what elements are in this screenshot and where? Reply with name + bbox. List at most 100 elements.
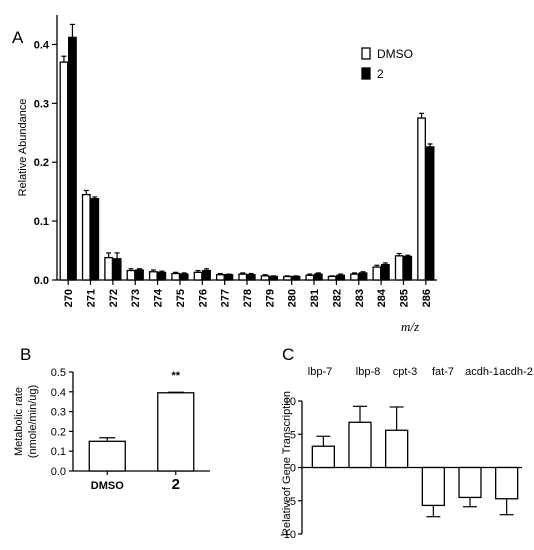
chart-b-x-tick-label: 2 [172,476,180,493]
chart-c-category-label: lbp-7 [308,366,332,378]
chart-a-bar-dmso [215,274,225,281]
chart-a-bar-dmso [283,275,292,281]
chart-a-x-tick-label: 270 [63,289,75,307]
chart-a-bar-dmso [148,271,158,281]
chart-a-x-tick-label: 284 [376,288,388,307]
chart-c-bar [311,445,335,469]
legend-swatch-compound-2 [361,67,371,80]
chart-a-bar-compound-2 [403,255,413,281]
chart-b-y-tick-label: 0.2 [51,426,66,438]
chart-a-bar-compound-2 [68,36,77,281]
chart-c-bar [495,466,519,500]
chart-c-bar [421,466,445,507]
chart-b-significance-marker: ** [171,370,180,382]
chart-a-y-tick-label: 0.4 [34,39,50,51]
chart-a-bar-compound-2 [291,275,301,281]
chart-a-bar-compound-2 [269,275,279,281]
chart-c-category-label: cpt-3 [393,366,417,378]
chart-a-bar-dmso [350,273,359,281]
chart-a-y-tick-label: 0.1 [34,216,49,228]
chart-a-x-tick-label: 275 [175,289,187,307]
chart-a-bar-dmso [260,275,270,281]
chart-c-category-label: fat-7 [432,366,454,378]
chart-a-bar-compound-2 [112,258,122,281]
chart-b-y-tick-label: 0.0 [51,466,66,478]
chart-c: -10 -5 0 5 10 lbp-7 lbp-8 cpt-3 fat-7 acdh-1 acdh-… [280,366,533,541]
chart-a-bar-dmso [81,193,91,281]
chart-a-x-tick-label: 278 [242,289,254,307]
chart-a-bar-compound-2 [246,274,256,281]
chart-a-bar-compound-2 [358,272,368,281]
chart-a-bar-compound-2 [380,264,390,281]
chart-c-category-label: acdh-1 [465,366,499,378]
chart-a-bar-dmso [238,273,248,281]
chart-a-bar-compound-2 [135,269,144,281]
panel-c-letter: C [282,345,294,364]
chart-a-bar-compound-2 [202,269,211,281]
chart-a-bar-compound-2 [425,146,435,281]
chart-a-x-tick-label: 273 [130,289,142,307]
legend-label: 2 [377,67,384,81]
chart-a-x-tick-label: 283 [354,289,366,307]
chart-a-bar-compound-2 [179,273,189,281]
chart-a-x-tick-label: 286 [421,289,433,307]
chart-c-bar [348,421,372,469]
chart-b-x-tick-label: DMSO [91,480,124,492]
chart-a: 0.0 0.1 0.2 0.3 0.4 270 271 272 273 274 275 276 277 2… [17,15,437,334]
chart-b-y-axis-label: Metabolic rate (nmole/min/ug) [13,385,39,458]
panel-a-letter: A [12,28,24,47]
chart-a-bar-dmso [193,271,203,281]
chart-a-bar-compound-2 [224,274,234,281]
chart-c-bar [385,429,409,469]
chart-a-bar-dmso [171,272,181,281]
chart-a-y-axis-label: Relative Abundance [17,99,29,197]
chart-a-bar-compound-2 [90,198,100,281]
chart-a-y-tick-label: 0.3 [34,98,49,110]
chart-c-y-tick-label: 10 [284,396,296,408]
chart-c-y-axis-label: Relativeof Gene Transcription [281,391,293,536]
chart-c-y-tick-label: 0 [290,463,296,475]
chart-a-bar-compound-2 [313,273,323,281]
chart-c-category-label: acdh-2 [499,366,533,378]
chart-c-category-label: lbp-8 [356,366,380,378]
chart-c-bar [458,466,482,499]
chart-a-x-tick-label: 281 [309,289,321,307]
chart-a-x-tick-label: 285 [398,289,410,307]
chart-a-bar-dmso [59,61,69,281]
chart-a-bar-dmso [417,117,426,281]
legend-label: DMSO [377,47,413,61]
chart-b-y-tick-label: 0.5 [51,367,66,379]
chart-c-y-tick-label: -5 [286,496,296,508]
chart-a-x-tick-label: 272 [108,289,120,307]
chart-a-bar-dmso [126,269,136,281]
chart-c-y-tick-label: 5 [290,429,296,441]
chart-a-x-tick-label: 279 [264,289,276,307]
chart-a-x-tick-label: 280 [287,289,299,307]
chart-a-x-tick-label: 282 [331,289,343,307]
chart-b-y-axis-label-line: (nmole/min/ug) [27,385,39,458]
chart-a-y-tick-label: 0.0 [34,275,49,287]
chart-a-x-tick-label: 274 [153,288,165,307]
chart-b-y-axis-label-line: Metabolic rate [13,387,25,456]
panel-b-letter: B [20,345,31,364]
chart-a-bar-dmso [372,266,382,281]
chart-a-x-axis-label: m/z [401,319,419,334]
chart-a-bar-compound-2 [336,274,346,281]
chart-a-bar-compound-2 [157,271,167,281]
chart-a-bar-dmso [104,256,114,281]
chart-b-y-tick-label: 0.3 [51,407,66,419]
chart-a-bar-dmso [327,275,337,281]
chart-b-bar [88,440,126,472]
chart-c-y-tick-label: -10 [280,529,296,541]
chart-a-y-tick-label: 0.2 [34,157,49,169]
legend-swatch-dmso [361,47,371,60]
chart-a-x-tick-label: 276 [197,289,209,307]
chart-b-y-tick-label: 0.4 [51,387,66,399]
chart-a-bar-dmso [394,255,404,281]
chart-b-y-tick-label: 0.1 [51,446,66,458]
chart-a-x-tick-label: 271 [86,289,98,307]
chart-a-x-tick-label: 277 [220,289,232,307]
chart-a-bar-dmso [305,274,315,281]
chart-b: 0.0 0.1 0.2 0.3 0.4 0.5 DMSO 2 ** Metabolic rate(… [13,367,210,493]
